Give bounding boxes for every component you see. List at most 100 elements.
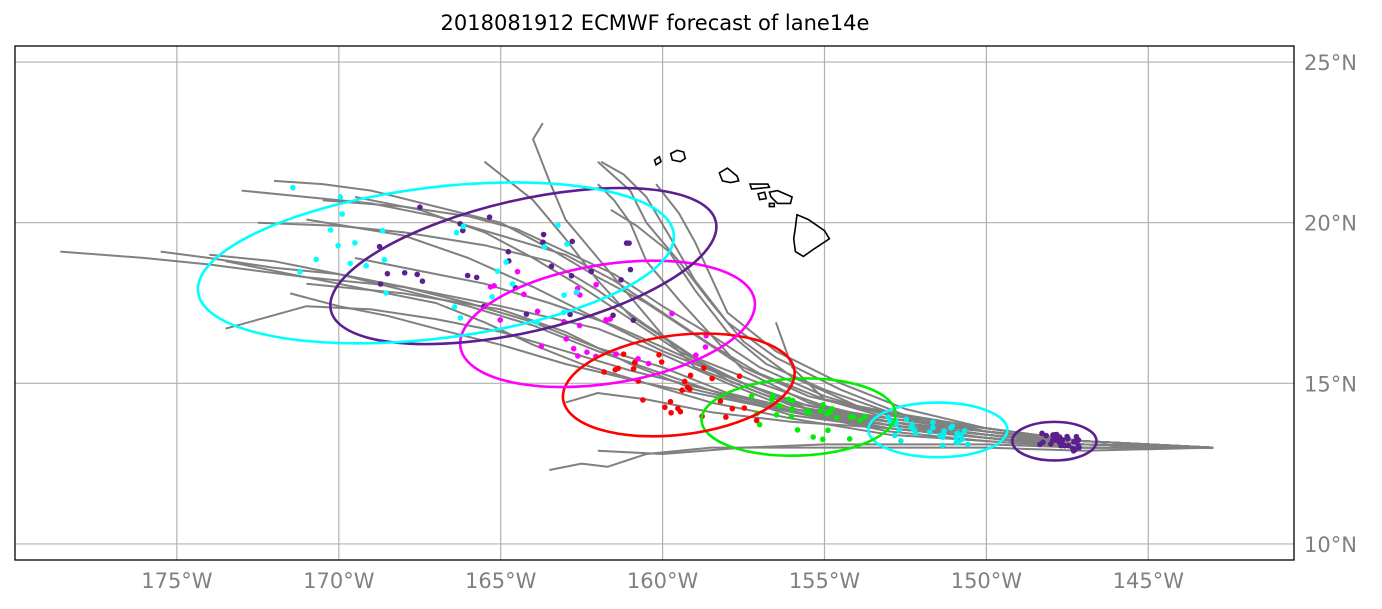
island-outline [757, 191, 768, 201]
position-dot [785, 396, 792, 402]
position-dot [497, 317, 503, 323]
position-dot [567, 311, 573, 318]
position-dot [570, 345, 577, 352]
position-dot [736, 373, 743, 380]
position-dot [930, 424, 936, 431]
position-dot [453, 229, 460, 236]
position-dot [717, 398, 724, 404]
spread-ellipse [1010, 420, 1098, 462]
position-dot [401, 270, 408, 276]
position-dot [494, 268, 501, 274]
position-dot [701, 365, 707, 371]
spread-ellipse [329, 186, 718, 346]
ensemble-track [209, 253, 1214, 449]
island-outline [718, 167, 740, 184]
chart-title: 2018081912 ECMWF forecast of lane14e [440, 11, 870, 35]
position-dot [576, 322, 583, 329]
position-dot [640, 397, 646, 403]
position-dot [824, 411, 830, 417]
position-dot [937, 432, 943, 439]
position-dot [1064, 433, 1070, 440]
position-dot [615, 365, 621, 372]
position-dot [473, 274, 480, 281]
spread-ellipse [700, 377, 897, 458]
position-dot [379, 227, 386, 234]
x-tick-label: 175°W [141, 569, 213, 593]
position-dot [568, 272, 575, 279]
spread-ellipse [561, 332, 796, 438]
position-dot [693, 352, 699, 358]
plot-frame [14, 45, 1295, 561]
ensemble-track [549, 446, 1214, 471]
position-dot [1075, 442, 1082, 449]
position-dot [460, 223, 467, 230]
position-dot [818, 408, 824, 414]
position-dot [773, 412, 780, 418]
position-dot [635, 355, 641, 362]
position-dot [1037, 441, 1043, 448]
gridlines [15, 46, 1294, 560]
position-dot [846, 436, 853, 442]
position-dot [658, 359, 665, 365]
position-dot [593, 281, 599, 288]
ensemble-track [225, 305, 1214, 449]
position-dot [675, 405, 681, 412]
position-dot [376, 243, 383, 250]
x-tick-label: 145°W [1113, 569, 1185, 593]
island-outline [748, 183, 771, 190]
position-dot [891, 432, 898, 439]
position-dot [820, 436, 826, 443]
position-dot [503, 259, 509, 265]
position-dot [857, 417, 863, 423]
position-dot [352, 240, 358, 246]
position-dot [820, 402, 826, 408]
ensemble-track [610, 208, 1214, 449]
position-dot [953, 434, 959, 441]
position-dot [538, 343, 545, 350]
spread-ellipse [196, 181, 676, 345]
position-dot [885, 414, 892, 421]
position-dot [540, 239, 546, 246]
y-tick-label: 10°N [1304, 533, 1357, 557]
position-dot [794, 427, 801, 433]
position-dot [662, 404, 668, 411]
position-dot [959, 436, 966, 443]
position-dot [948, 424, 954, 431]
position-dot [1052, 433, 1058, 439]
position-dot [645, 360, 652, 367]
position-dot [414, 271, 421, 278]
position-dot [541, 243, 548, 250]
spread-ellipses [196, 181, 1098, 462]
position-dot [630, 365, 637, 372]
x-tick-label: 150°W [951, 569, 1023, 593]
position-dot [847, 413, 854, 420]
position-dot [575, 353, 581, 359]
position-dot [417, 204, 423, 210]
position-dot [464, 272, 471, 279]
position-dot [926, 429, 933, 436]
position-dot [668, 409, 674, 416]
ensemble-track [160, 250, 1214, 449]
position-dot [534, 308, 541, 315]
position-dot [486, 214, 493, 220]
position-dot [339, 211, 346, 217]
position-dot [623, 240, 630, 246]
position-dot [588, 268, 595, 275]
position-dot [723, 414, 729, 420]
position-dot [861, 413, 868, 420]
coastline [653, 149, 831, 258]
position-dot [833, 414, 840, 421]
position-dot [941, 428, 947, 434]
position-dot [777, 403, 783, 409]
y-tick-label: 25°N [1304, 51, 1357, 75]
position-dot [337, 194, 344, 200]
position-dot [521, 291, 527, 298]
position-dot [887, 418, 893, 425]
position-dot [601, 369, 607, 375]
position-dot [377, 281, 384, 287]
position-dot [769, 392, 776, 399]
position-dot [613, 351, 619, 357]
island-outline [768, 189, 794, 205]
position-dot [383, 290, 389, 296]
